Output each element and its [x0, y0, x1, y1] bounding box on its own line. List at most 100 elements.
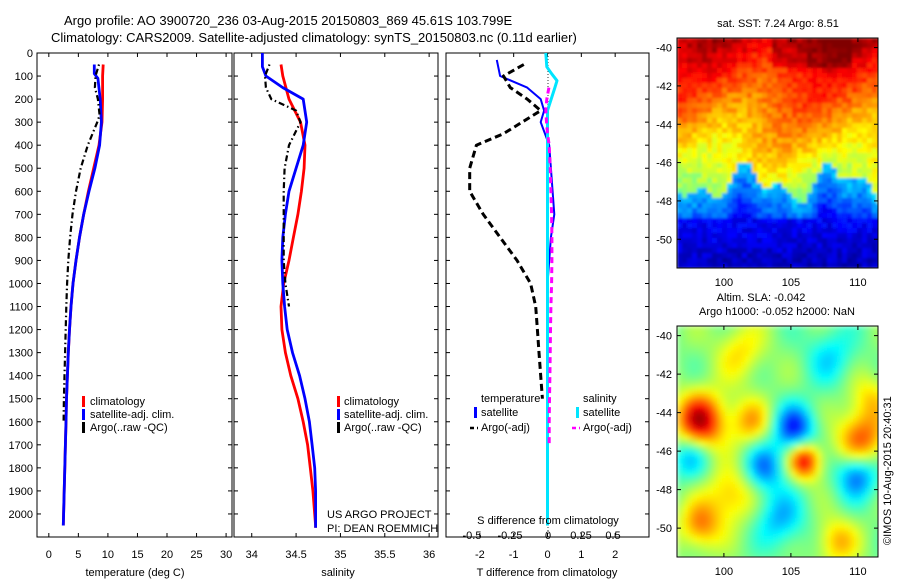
- salinity-x-ticks: 34 34.5 35 35.5 36: [246, 53, 435, 561]
- series-line-argo-raw-qc-: [263, 64, 302, 307]
- x-tick-label: 10: [102, 549, 114, 561]
- x-tick-label: 0: [544, 549, 550, 561]
- legend-swatch-satellite: [82, 409, 85, 420]
- figure-title-line2: Climatology: CARS2009. Satellite-adjuste…: [51, 30, 577, 45]
- lat-tick-label: -46: [656, 446, 672, 458]
- legend-label-climatology: climatology: [90, 396, 146, 408]
- lon-tick-label: 100: [715, 566, 733, 578]
- legend-label-argo: Argo(..raw -QC): [90, 422, 168, 434]
- temperature-plot-frame: [36, 52, 233, 538]
- lat-tick-label: -44: [656, 119, 672, 131]
- depth-tick-label: 1000: [9, 278, 33, 290]
- depth-tick-label: 500: [15, 163, 33, 175]
- sst-map-title: sat. SST: 7.24 Argo: 8.51: [717, 18, 839, 30]
- depth-tick-label: 100: [15, 71, 33, 83]
- sla-map-title: Altim. SLA: -0.042: [717, 292, 806, 304]
- sla-map-frame: [676, 325, 879, 558]
- s-tick-label: 0.5: [605, 530, 620, 542]
- temperature-depth-ticks: 0 100 200 300 400 500 600 700 800 900 1000 1100 1200…: [9, 48, 232, 521]
- depth-tick-label: 1500: [9, 394, 33, 406]
- temperature-x-ticks: 0 5 10 15 20 25 30: [46, 53, 232, 561]
- lat-tick-label: -42: [656, 81, 672, 93]
- x-tick-label: -2: [475, 549, 485, 561]
- sst-map-frame: [676, 37, 879, 269]
- temperature-panel: 0 100 200 300 400 500 600 700 800 900 1000 1100 1200…: [9, 48, 233, 579]
- differences-xlabel-top: S difference from climatology: [477, 515, 619, 527]
- figure-title-line1: Argo profile: AO 3900720_236 03-Aug-2015…: [64, 13, 512, 28]
- sla-map-panel: Altim. SLA: -0.042 Argo h1000: -0.052 h2…: [656, 292, 879, 578]
- depth-tick-label: 400: [15, 140, 33, 152]
- depth-tick-label: 0: [27, 48, 33, 60]
- differences-panel: -2 -1 0 1 2 -0.5 -0.25 0 0.25 0.5 T difference f…: [445, 52, 650, 579]
- legend-label-s-argo: Argo(-adj): [583, 422, 632, 434]
- legend-swatch-climatology: [82, 396, 85, 407]
- lat-tick-label: -48: [656, 485, 672, 497]
- depth-tick-label: 1200: [9, 325, 33, 337]
- x-tick-label: 20: [161, 549, 173, 561]
- depth-tick-label: 600: [15, 186, 33, 198]
- legend-header-salinity: salinity: [583, 393, 617, 405]
- lat-tick-label: -42: [656, 369, 672, 381]
- differences-x-ticks: -2 -1 0 1 2: [475, 53, 618, 561]
- temperature-series: [61, 64, 105, 526]
- x-tick-label: 5: [75, 549, 81, 561]
- depth-tick-label: 1600: [9, 417, 33, 429]
- sla-map-subtitle: Argo h1000: -0.052 h2000: NaN: [699, 306, 855, 318]
- lon-tick-label: 105: [782, 277, 800, 289]
- x-tick-label: 1: [578, 549, 584, 561]
- differences-xlabel: T difference from climatology: [477, 567, 618, 579]
- s-tick-label: 0: [545, 530, 551, 542]
- legend-swatch-satellite: [337, 409, 340, 420]
- s-tick-label: 0.25: [570, 530, 591, 542]
- series-line-argo-raw-qc-: [62, 64, 101, 422]
- series-line-satellite-adj-clim-: [260, 53, 318, 528]
- lon-tick-label: 100: [715, 277, 733, 289]
- legend-label-s-satellite: satellite: [583, 407, 620, 419]
- lon-tick-label: 110: [849, 566, 867, 578]
- depth-tick-label: 1800: [9, 463, 33, 475]
- salinity-series: [260, 53, 318, 528]
- imos-timestamp: ©IMOS 10-Aug-2015 20:40:31: [882, 396, 894, 545]
- x-tick-label: 15: [131, 549, 143, 561]
- s-tick-label: -0.25: [497, 530, 522, 542]
- salinity-legend: climatology satellite-adj. clim. Argo(..…: [337, 396, 428, 434]
- depth-tick-label: 1100: [9, 302, 33, 314]
- legend-swatch-argo: [337, 422, 340, 433]
- depth-tick-label: 1700: [9, 440, 33, 452]
- legend-label-satellite: satellite-adj. clim.: [90, 409, 174, 421]
- legend-header-temperature: temperature: [481, 393, 540, 405]
- depth-tick-label: 1900: [9, 486, 33, 498]
- temperature-xlabel: temperature (deg C): [85, 567, 184, 579]
- salinity-xlabel: salinity: [321, 567, 355, 579]
- temperature-legend: climatology satellite-adj. clim. Argo(..…: [82, 396, 174, 434]
- depth-tick-label: 1300: [9, 348, 33, 360]
- lat-tick-label: -50: [656, 523, 672, 535]
- x-tick-label: 35: [334, 549, 346, 561]
- depth-tick-label: 900: [15, 255, 33, 267]
- depth-tick-label: 700: [15, 209, 33, 221]
- x-tick-label: 36: [423, 549, 435, 561]
- depth-tick-label: 800: [15, 232, 33, 244]
- x-tick-label: 34.5: [285, 549, 306, 561]
- x-tick-label: 25: [190, 549, 202, 561]
- x-tick-label: 30: [220, 549, 232, 561]
- x-tick-label: -1: [509, 549, 519, 561]
- sla-map-ticks: -40 -42 -44 -46 -48 -50 100 105 110: [656, 326, 878, 578]
- sst-map-panel: sat. SST: 7.24 Argo: 8.51 -40-42-44-46-4…: [656, 18, 879, 289]
- project-note-line2: PI: DEAN ROEMMICH: [327, 523, 438, 535]
- differences-series: [468, 53, 559, 526]
- depth-tick-label: 300: [15, 117, 33, 129]
- lat-tick-label: -44: [656, 408, 672, 420]
- series-line-salinity-argo-adj-: [544, 87, 554, 445]
- sst-map-ticks: -40 -42 -44 -46 -48 -50 100 105 110: [656, 38, 878, 289]
- s-tick-label: -0.5: [463, 530, 482, 542]
- project-note-line1: US ARGO PROJECT: [327, 509, 432, 521]
- lat-tick-label: -40: [656, 43, 672, 55]
- lat-tick-label: -40: [656, 331, 672, 343]
- depth-tick-label: 200: [15, 94, 33, 106]
- differences-legend: temperature salinity satellite Argo(-adj…: [470, 393, 632, 434]
- lat-tick-label: -50: [656, 234, 672, 246]
- series-line-temperature-argo-adj-: [468, 63, 544, 399]
- legend-swatch-climatology: [337, 396, 340, 407]
- lat-tick-label: -48: [656, 196, 672, 208]
